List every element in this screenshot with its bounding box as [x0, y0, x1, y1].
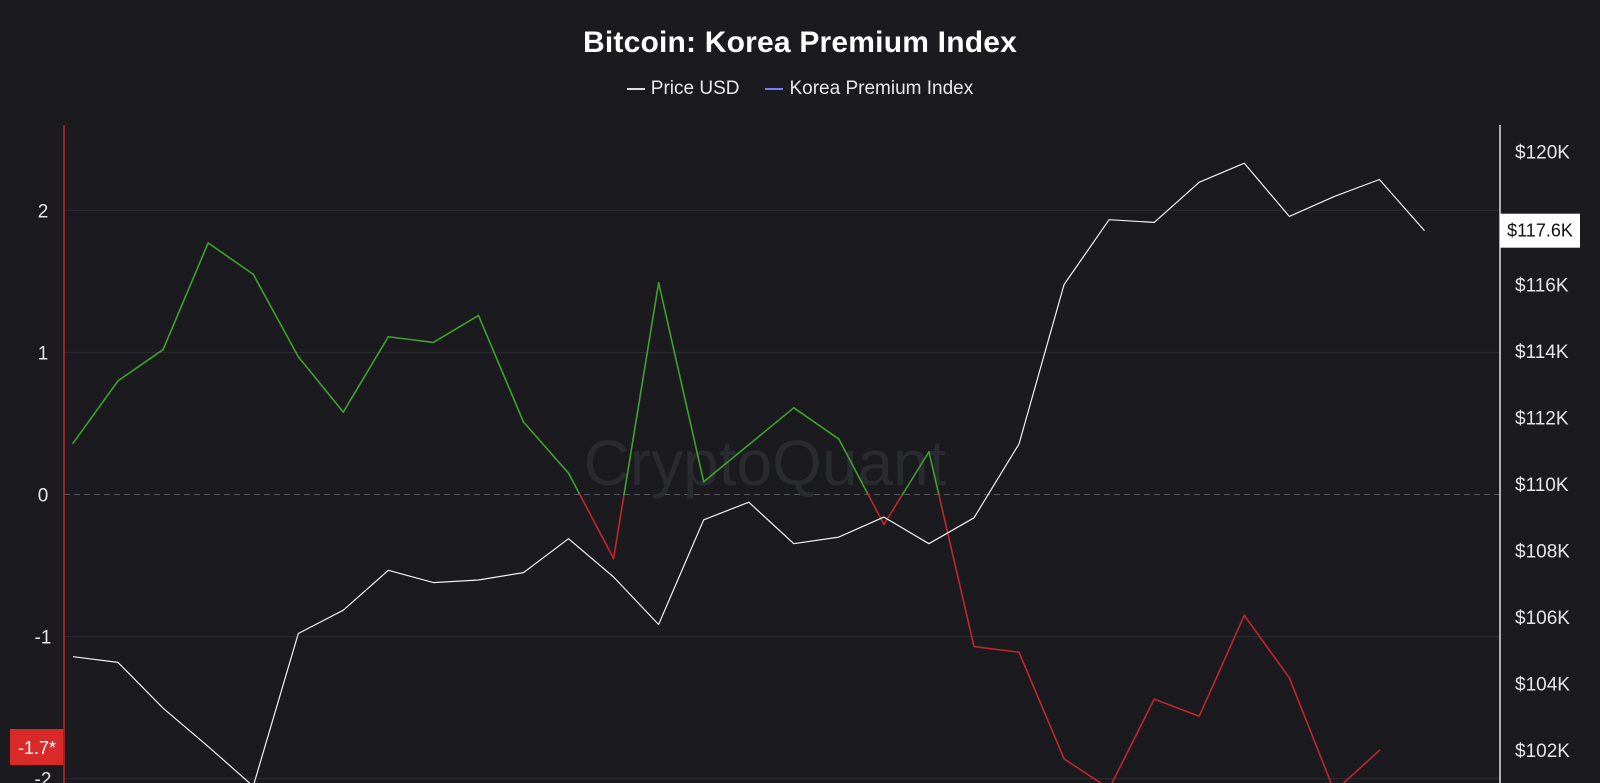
index-segment [522, 421, 570, 474]
index-segment [342, 335, 390, 413]
index-segment [938, 493, 975, 648]
index-segment [1018, 651, 1065, 760]
index-segment [567, 472, 581, 496]
legend-swatch-korea-premium [765, 88, 784, 90]
right-tick-label: $120K [1515, 143, 1570, 164]
index-segment [623, 281, 660, 496]
right-tick-label: $102K [1515, 741, 1570, 762]
index-segment [1342, 749, 1381, 783]
left-tick-label: 1 [38, 343, 49, 364]
index-segment [612, 493, 625, 560]
index-segment [432, 314, 480, 344]
index-segment [1243, 614, 1291, 679]
chart-title: Bitcoin: Korea Premium Index [582, 26, 1018, 59]
right-tick-label: $110K [1515, 475, 1569, 496]
index-segment [1063, 758, 1103, 783]
right-tick-label: $112K [1515, 408, 1569, 429]
index-segment [973, 645, 1020, 654]
index-segment [387, 335, 435, 344]
index-segment [1288, 677, 1332, 783]
index-current-badge-bg [10, 729, 63, 765]
index-current-label: -1.7* [18, 738, 56, 758]
left-tick-label: 0 [38, 486, 49, 507]
index-segment [477, 314, 525, 423]
legend-swatch-price [626, 88, 645, 90]
price-current-label: $117.6K [1507, 221, 1573, 241]
index-segment [1198, 614, 1246, 718]
legend-item-korea-premium[interactable]: Korea Premium Index [765, 78, 973, 100]
legend-label-price: Price USD [650, 78, 740, 99]
right-axis-ticks: $120K $116K $114K $112K $110K $108K $106K $104K… [1515, 143, 1570, 762]
right-tick-label: $104K [1515, 674, 1570, 695]
index-segment [702, 443, 750, 483]
index-segment [657, 281, 705, 483]
index-segment [747, 407, 795, 446]
index-segment [1153, 698, 1201, 718]
left-axis-ticks: 2 1 0 -1 -2 [35, 201, 52, 783]
korea-premium-series [72, 242, 1381, 783]
index-segment [297, 355, 345, 413]
watermark: CryptoQuant [584, 427, 947, 499]
price-current-badge: $117.6K [1500, 213, 1580, 248]
price-series [72, 162, 1425, 783]
right-tick-label: $114K [1515, 342, 1569, 363]
index-current-badge: -1.7* [10, 729, 63, 765]
index-segment [928, 451, 940, 496]
right-tick-label: $106K [1515, 608, 1570, 629]
legend-label-korea-premium: Korea Premium Index [789, 78, 974, 99]
index-segment [792, 407, 840, 440]
index-segment [72, 380, 119, 445]
right-tick-label: $108K [1515, 541, 1570, 562]
legend: Price USD Korea Premium Index [0, 78, 1600, 100]
index-segment [1111, 698, 1155, 783]
index-segment [207, 242, 254, 276]
grid [64, 209, 1500, 780]
index-segment [867, 493, 885, 526]
left-tick-label: -1 [35, 628, 52, 649]
right-tick-label: $116K [1515, 276, 1569, 297]
index-segment [162, 242, 209, 351]
left-tick-label: 2 [38, 201, 49, 222]
price-line [72, 162, 1425, 783]
index-segment [117, 348, 164, 382]
index-segment [579, 493, 615, 560]
index-segment [252, 273, 300, 358]
index-segment [901, 451, 930, 496]
index-segment [838, 438, 869, 496]
left-tick-label: -2 [35, 770, 52, 783]
legend-item-price[interactable]: Price USD [626, 78, 740, 100]
price-current-badge-bg [1500, 213, 1580, 248]
